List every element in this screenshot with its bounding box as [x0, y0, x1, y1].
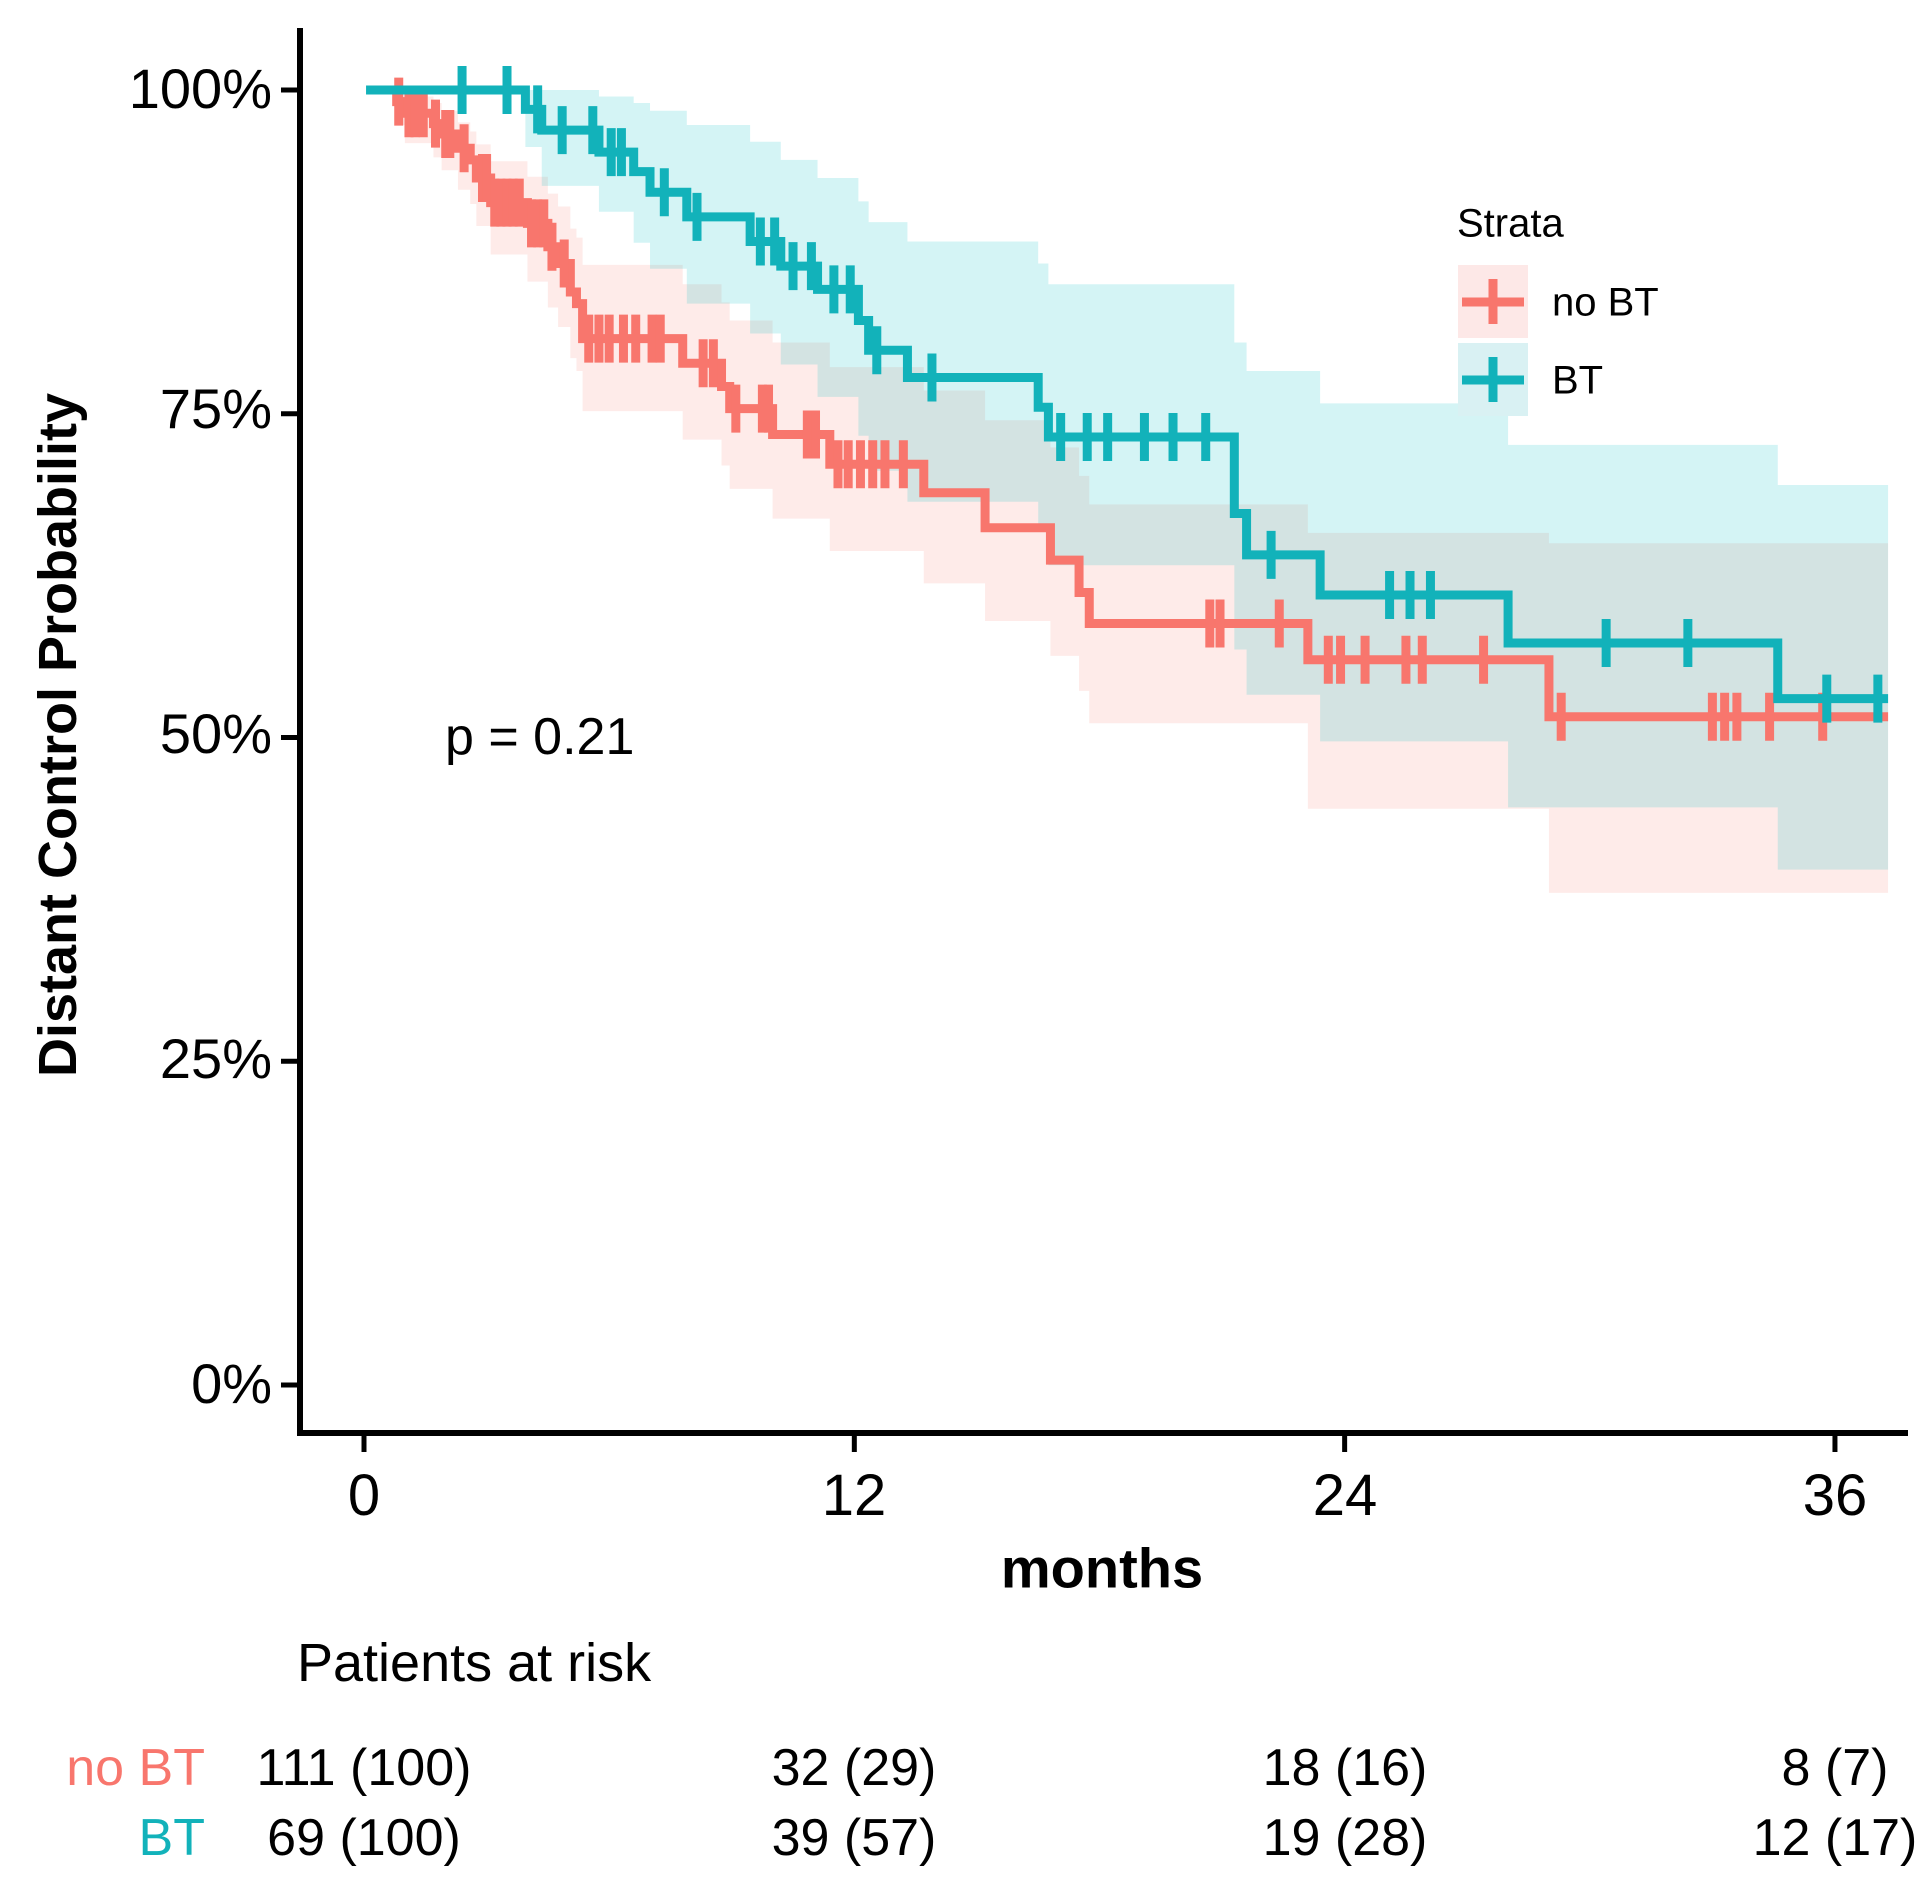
risk-cell: 19 (28) [1262, 1809, 1428, 1867]
risk-cell: 12 (17) [1752, 1809, 1918, 1867]
risk-cell: 18 (16) [1262, 1739, 1428, 1797]
legend-title: Strata [1457, 201, 1564, 246]
x-axis-title: months [1000, 1536, 1204, 1600]
x-tick-24: 24 [1312, 1463, 1378, 1528]
y-tick-50: 50% [159, 702, 272, 766]
legend-label-bt: BT [1552, 358, 1604, 403]
p-value-annotation: p = 0.21 [445, 708, 635, 766]
y-tick-75: 75% [159, 377, 272, 441]
km-curve-bt [366, 85, 1889, 704]
ci-band-no-bt [376, 90, 1889, 893]
risk-cell: 69 (100) [267, 1809, 461, 1867]
y-tick-100: 100% [128, 57, 272, 121]
y-axis-title: Distant Control Probability [28, 392, 88, 1078]
plus-icon [1488, 279, 1498, 324]
risk-row-label-bt: BT [138, 1809, 205, 1867]
legend-label-no-bt: no BT [1552, 280, 1659, 325]
km-curve-no-bt [376, 85, 1889, 722]
legend-key-bt [1458, 343, 1528, 416]
risk-cell: 8 (7) [1781, 1739, 1889, 1797]
x-tick-12: 12 [821, 1463, 887, 1528]
y-tick-0: 0% [191, 1352, 272, 1416]
risk-cell: 32 (29) [771, 1739, 937, 1797]
ci-band-bt [366, 90, 1889, 870]
x-tick-36: 36 [1802, 1463, 1868, 1528]
y-tick-25: 25% [159, 1027, 272, 1091]
risk-row-label-no-bt: no BT [66, 1739, 205, 1797]
x-tick-0: 0 [347, 1463, 381, 1528]
risk-cell: 39 (57) [771, 1809, 937, 1867]
risk-cell: 111 (100) [256, 1739, 472, 1797]
legend-key-no-bt [1458, 265, 1528, 338]
risk-table-title: Patients at risk [297, 1633, 652, 1693]
plus-icon [1488, 357, 1498, 402]
